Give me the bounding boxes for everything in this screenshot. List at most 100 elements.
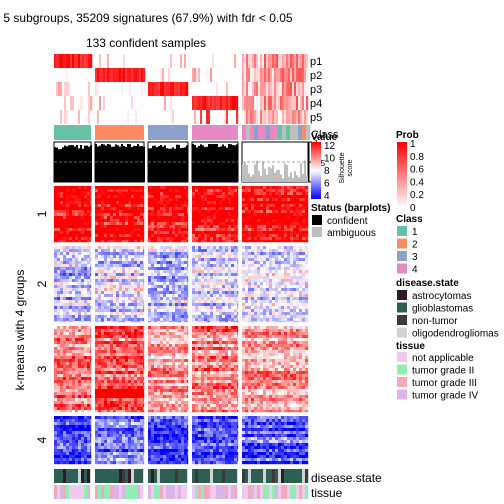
heatmap-cell	[293, 204, 297, 208]
heatmap-cell	[192, 267, 196, 271]
prob-cell	[266, 82, 269, 96]
heatmap-cell	[122, 264, 126, 268]
heatmap-cell	[160, 192, 164, 196]
heatmap-cell	[210, 228, 214, 232]
heatmap-cell	[90, 312, 92, 316]
heatmap-cell	[66, 374, 70, 378]
heatmap-cell	[296, 210, 300, 214]
heatmap-cell	[75, 237, 79, 241]
heatmap-cell	[207, 318, 211, 322]
heatmap-cell	[225, 261, 229, 265]
heatmap-cell	[210, 252, 214, 256]
prob-cell	[137, 54, 140, 68]
heatmap-cell	[60, 249, 64, 253]
prob-cell	[276, 96, 279, 110]
heatmap-cell	[63, 335, 67, 339]
heatmap-cell	[269, 210, 273, 214]
heatmap-cell	[84, 401, 88, 405]
prob-cell	[97, 96, 100, 110]
heatmap-cell	[204, 294, 208, 298]
class-cell	[54, 125, 91, 140]
heatmap-cell	[204, 192, 208, 196]
heatmap-cell	[213, 240, 217, 243]
prob-cell	[268, 82, 271, 96]
heatmap-cell	[299, 249, 303, 253]
heatmap-cell	[134, 195, 138, 199]
prob-cell	[143, 82, 146, 96]
heatmap-cell	[90, 261, 92, 265]
prob-cell	[272, 110, 275, 124]
heatmap-cell	[119, 303, 123, 307]
heatmap-cell	[299, 207, 303, 211]
silhouette-bar	[113, 146, 115, 182]
heatmap-cell	[175, 267, 179, 271]
heatmap-cell	[90, 410, 92, 413]
heatmap-cell	[269, 204, 273, 208]
heatmap-cell	[219, 288, 223, 292]
prob-cell	[202, 82, 205, 96]
heatmap-cell	[134, 341, 138, 345]
heatmap-cell	[299, 195, 303, 199]
heatmap-cell	[113, 350, 117, 354]
heatmap-cell	[122, 231, 126, 235]
heatmap-cell	[231, 261, 235, 265]
heatmap-cell	[157, 255, 161, 259]
heatmap-cell	[234, 234, 238, 238]
heatmap-cell	[84, 261, 88, 265]
heatmap-cell	[60, 261, 64, 265]
prob-cell	[107, 82, 110, 96]
heatmap-cell	[272, 237, 276, 241]
heatmap-cell	[187, 309, 189, 313]
prob-cell	[208, 54, 211, 68]
heatmap-cell	[296, 198, 300, 202]
heatmap-cell	[275, 198, 279, 202]
heatmap-cell	[134, 198, 138, 202]
heatmap-cell	[204, 258, 208, 262]
heatmap-cell	[148, 222, 152, 226]
heatmap-cell	[231, 234, 235, 238]
heatmap-cell	[98, 294, 102, 298]
heatmap-cell	[128, 216, 132, 220]
heatmap-cell	[104, 219, 108, 223]
heatmap-cell	[143, 198, 145, 202]
heatmap-cell	[87, 377, 91, 381]
prob-cell	[172, 68, 175, 82]
heatmap-cell	[148, 249, 152, 253]
heatmap-cell	[84, 318, 88, 322]
heatmap-cell	[84, 288, 88, 292]
heatmap-cell	[219, 240, 223, 243]
prob-cell	[254, 82, 257, 96]
prob-cell	[228, 82, 231, 96]
heatmap-cell	[113, 291, 117, 295]
heatmap-cell	[90, 201, 92, 205]
heatmap-cell	[125, 216, 129, 220]
prob-cell	[268, 68, 271, 82]
heatmap-cell	[216, 231, 220, 235]
heatmap-cell	[281, 270, 285, 274]
heatmap-cell	[54, 213, 58, 217]
heatmap-cell	[137, 306, 141, 310]
prob-cell	[137, 110, 140, 124]
heatmap-cell	[78, 264, 82, 268]
heatmap-cell	[128, 285, 132, 289]
prob-cell	[300, 54, 303, 68]
heatmap-cell	[72, 353, 76, 357]
prob-cell	[64, 54, 67, 68]
heatmap-cell	[81, 321, 85, 323]
heatmap-cell	[225, 186, 229, 190]
heatmap-cell	[172, 246, 176, 250]
heatmap-cell	[160, 279, 164, 283]
heatmap-cell	[302, 261, 306, 265]
heatmap-cell	[125, 326, 129, 330]
heatmap-cell	[293, 288, 297, 292]
heatmap-cell	[234, 294, 238, 298]
heatmap-cell	[75, 189, 79, 193]
heatmap-cell	[81, 326, 85, 330]
heatmap-cell	[84, 315, 88, 319]
heatmap-cell	[272, 240, 276, 243]
heatmap-cell	[293, 237, 297, 241]
heatmap-cell	[60, 306, 64, 310]
heatmap-cell	[245, 222, 249, 226]
prob-cell	[206, 68, 209, 82]
heatmap-cell	[90, 377, 92, 381]
